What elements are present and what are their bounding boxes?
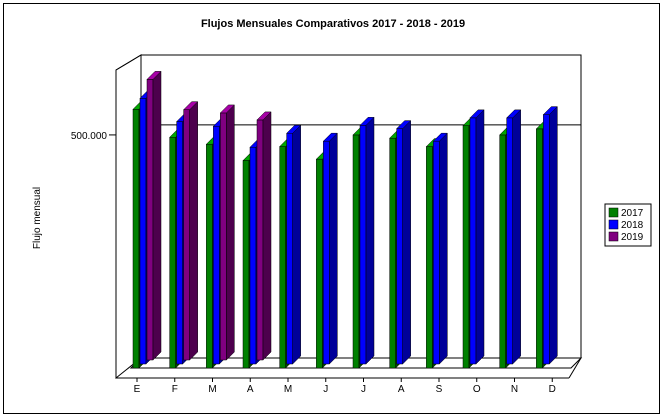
- legend-swatch: [608, 207, 619, 218]
- bar-front: [433, 140, 440, 365]
- bar-front: [469, 117, 477, 365]
- bar: [219, 104, 235, 361]
- bar: [322, 132, 338, 365]
- bar-front: [206, 143, 213, 369]
- x-tick-label: J: [361, 384, 366, 395]
- bar-top: [506, 109, 522, 119]
- bar-front: [426, 146, 433, 369]
- bar-top: [359, 117, 375, 126]
- x-tick-label: O: [473, 384, 481, 395]
- x-tick-label: S: [436, 384, 443, 395]
- bar-top: [396, 120, 412, 129]
- legend-label: 2018: [621, 220, 644, 231]
- bar-side: [365, 116, 375, 365]
- x-tick-label: M: [284, 384, 292, 395]
- x-tick-label: M: [208, 384, 216, 395]
- bar: [396, 119, 412, 365]
- bar-front: [352, 134, 360, 369]
- bar-front: [499, 134, 506, 369]
- bar-side: [152, 70, 162, 361]
- bar-side: [402, 119, 411, 365]
- bar: [542, 106, 558, 365]
- bar-side: [262, 111, 272, 361]
- x-tick-label: N: [511, 384, 518, 395]
- floor-right-edge: [568, 357, 582, 379]
- bar-front: [286, 133, 293, 365]
- bar-front: [169, 137, 176, 369]
- bar-side: [189, 101, 198, 361]
- legend-label: 2019: [621, 232, 644, 243]
- bar-front: [213, 126, 220, 365]
- legend-swatch: [608, 219, 619, 230]
- bar-top: [432, 132, 448, 142]
- bar-top: [183, 101, 199, 110]
- bar-front: [536, 128, 543, 369]
- bar-top: [322, 132, 338, 142]
- bar-front: [183, 109, 190, 361]
- bar-front: [249, 146, 257, 365]
- bar-front: [323, 140, 330, 365]
- bar-side: [475, 109, 485, 365]
- bar-front: [389, 137, 396, 369]
- bar-top: [256, 111, 272, 121]
- x-tick-label: E: [134, 384, 141, 395]
- bar-front: [139, 98, 147, 365]
- chart-bars: [132, 70, 558, 369]
- bar: [359, 116, 375, 365]
- bar-side: [329, 132, 338, 365]
- bar-side: [226, 104, 235, 361]
- legend-label: 2017: [621, 208, 644, 219]
- bar-front: [279, 146, 286, 369]
- bar-front: [146, 79, 154, 361]
- bar-front: [543, 114, 550, 365]
- x-tick-label: J: [323, 384, 328, 395]
- x-tick-label: A: [247, 384, 254, 395]
- bar-top: [542, 106, 558, 115]
- bar-front: [220, 112, 227, 361]
- x-tick-label: F: [172, 384, 178, 395]
- bar-top: [146, 71, 162, 80]
- y-tick-label: 500.000: [71, 131, 108, 142]
- bar-front: [462, 125, 470, 369]
- bar-front: [242, 160, 250, 369]
- bar-top: [219, 104, 235, 114]
- bar-front: [132, 109, 140, 369]
- bar: [432, 132, 448, 365]
- bar-side: [439, 132, 448, 365]
- bar-top: [286, 125, 302, 134]
- bar: [256, 111, 272, 361]
- bar: [286, 124, 302, 365]
- bar-side: [512, 109, 521, 365]
- bar-front: [256, 119, 264, 361]
- legend-swatch: [608, 231, 619, 242]
- bar-front: [359, 125, 367, 365]
- bar-side: [292, 124, 301, 365]
- bar-front: [176, 121, 183, 365]
- bar-front: [316, 158, 323, 369]
- bar-front: [506, 117, 513, 365]
- y-axis-label: Flujo mensual: [32, 187, 43, 249]
- bar-front: [396, 128, 403, 365]
- x-tick-label: A: [398, 384, 405, 395]
- bar: [469, 109, 485, 365]
- bar: [506, 109, 522, 365]
- chart-title: Flujos Mensuales Comparativos 2017 - 201…: [201, 18, 465, 30]
- bar: [146, 70, 162, 361]
- bar-side: [549, 106, 558, 365]
- bar: [183, 101, 199, 361]
- chart-labels: Flujos Mensuales Comparativos 2017 - 201…: [32, 18, 556, 395]
- x-tick-label: D: [549, 384, 556, 395]
- bar-top: [469, 109, 485, 119]
- top-left-edge: [115, 54, 142, 71]
